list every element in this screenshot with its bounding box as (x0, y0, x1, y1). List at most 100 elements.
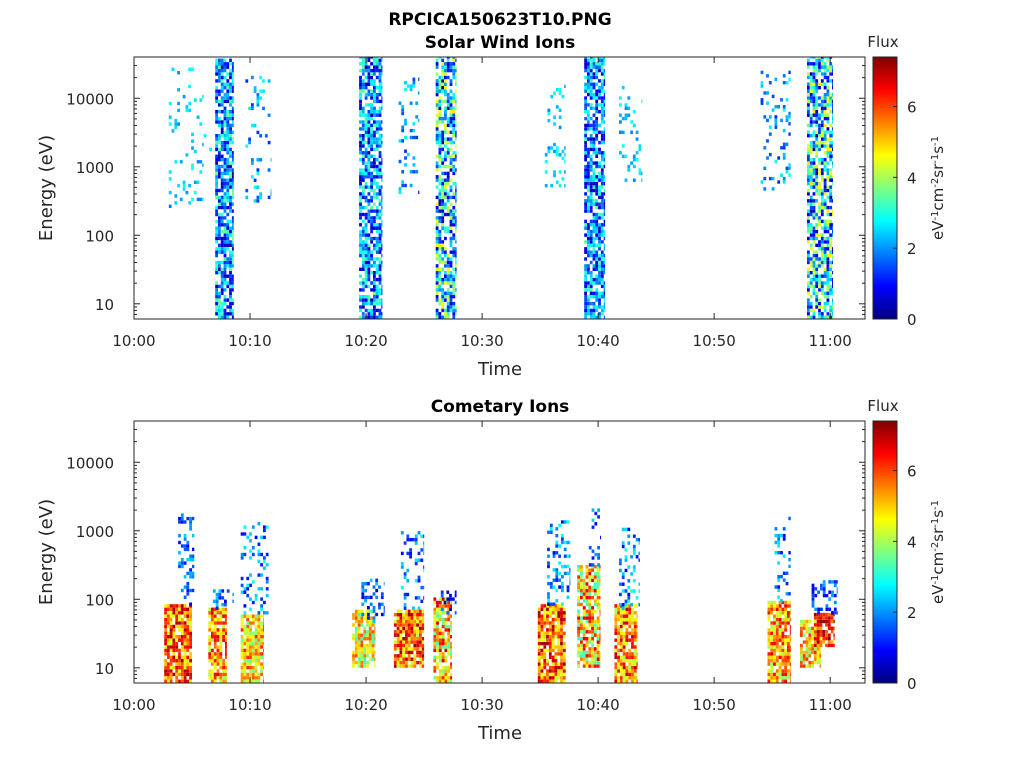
heatmap-cell (561, 575, 564, 579)
heatmap-cell (560, 638, 563, 642)
heatmap-cell (587, 188, 590, 193)
heatmap-cell (225, 635, 227, 639)
heatmap-cell (807, 250, 810, 254)
heatmap-cell (599, 609, 601, 613)
heatmap-cell (421, 609, 425, 613)
heatmap-cell (435, 226, 439, 230)
heatmap-cell (251, 641, 255, 646)
heatmap-cell (226, 127, 230, 131)
heatmap-cell (823, 106, 827, 110)
heatmap-cell (444, 665, 448, 670)
heatmap-cell (189, 635, 192, 639)
heatmap-cell (435, 195, 439, 200)
heatmap-cell (406, 579, 410, 583)
heatmap-cell (449, 99, 453, 104)
heatmap-cell (551, 631, 555, 635)
heatmap-cell (449, 226, 453, 230)
heatmap-cell (449, 57, 453, 59)
heatmap-cell (546, 621, 549, 625)
heatmap-cell (191, 132, 194, 137)
heatmap-cell (396, 616, 400, 620)
heatmap-cell (208, 659, 212, 663)
heatmap-cell (231, 113, 234, 117)
heatmap-cell (218, 116, 221, 121)
heatmap-cell (444, 92, 447, 97)
heatmap-cell (560, 631, 563, 635)
heatmap-cell (243, 587, 247, 591)
heatmap-cell (548, 638, 552, 642)
heatmap-cell (815, 58, 819, 62)
heatmap-cell (548, 676, 552, 680)
heatmap-cell (435, 92, 439, 97)
heatmap-cell (215, 291, 218, 295)
heatmap-cell (802, 619, 806, 624)
heatmap-cell (438, 607, 442, 611)
heatmap-cell (596, 578, 600, 583)
heatmap-cell (251, 679, 255, 683)
heatmap-cell (368, 657, 372, 661)
heatmap-cell (577, 650, 580, 655)
heatmap-cell (555, 578, 559, 582)
heatmap-cell (223, 110, 227, 114)
heatmap-cell (809, 147, 813, 152)
heatmap-cell (826, 168, 830, 172)
x-tick-label: 11:00 (809, 332, 852, 350)
heatmap-cell (599, 565, 601, 569)
heatmap-cell (367, 236, 371, 241)
heatmap-cell (436, 662, 439, 666)
heatmap-cell (807, 202, 810, 206)
heatmap-cell (551, 665, 555, 670)
heatmap-cell (220, 164, 224, 169)
heatmap-cell (360, 650, 364, 655)
heatmap-cell (357, 613, 361, 617)
heatmap-cell (633, 652, 637, 656)
heatmap-cell (368, 619, 372, 624)
heatmap-cell (401, 170, 405, 174)
heatmap-cell (582, 637, 586, 641)
heatmap-cell (444, 62, 447, 66)
heatmap-cell (243, 546, 247, 550)
heatmap-cell (360, 619, 364, 624)
heatmap-cell (178, 621, 181, 625)
heatmap-cell (818, 96, 821, 100)
heatmap-cell (787, 611, 790, 615)
heatmap-cell (438, 267, 442, 271)
heatmap-cell (444, 182, 447, 186)
heatmap-cell (587, 226, 590, 230)
heatmap-cell (178, 662, 181, 666)
heatmap-cell (775, 628, 779, 632)
heatmap-cell (812, 257, 816, 261)
heatmap-cell (577, 647, 580, 651)
heatmap-cell (441, 212, 445, 217)
heatmap-cell (760, 70, 764, 75)
heatmap-cell (446, 92, 450, 97)
heatmap-cell (820, 247, 824, 251)
heatmap-cell (435, 168, 439, 172)
heatmap-cell (784, 628, 787, 632)
heatmap-cell (361, 301, 365, 306)
heatmap-cell (807, 175, 810, 179)
heatmap-cell (367, 151, 371, 155)
heatmap-cell (373, 57, 376, 59)
heatmap-cell (600, 58, 604, 62)
heatmap-cell (370, 134, 373, 138)
heatmap-cell (584, 158, 587, 162)
heatmap-cell (832, 315, 833, 319)
heatmap-cell (554, 617, 558, 622)
heatmap-cell (367, 606, 370, 610)
heatmap-cell (823, 236, 827, 241)
heatmap-cell (441, 68, 445, 73)
heatmap-cell (438, 645, 442, 649)
heatmap-cell (375, 588, 379, 593)
heatmap-cell (223, 106, 227, 110)
heatmap-cell (584, 58, 587, 62)
heatmap-cell (213, 679, 217, 683)
heatmap-cell (183, 659, 187, 663)
heatmap-cell (829, 62, 833, 66)
heatmap-cell (412, 81, 416, 85)
heatmap-cell (595, 164, 599, 169)
heatmap-cell (229, 82, 232, 86)
heatmap-cell (452, 164, 456, 169)
heatmap-cell (449, 65, 453, 69)
heatmap-cell (444, 271, 447, 275)
